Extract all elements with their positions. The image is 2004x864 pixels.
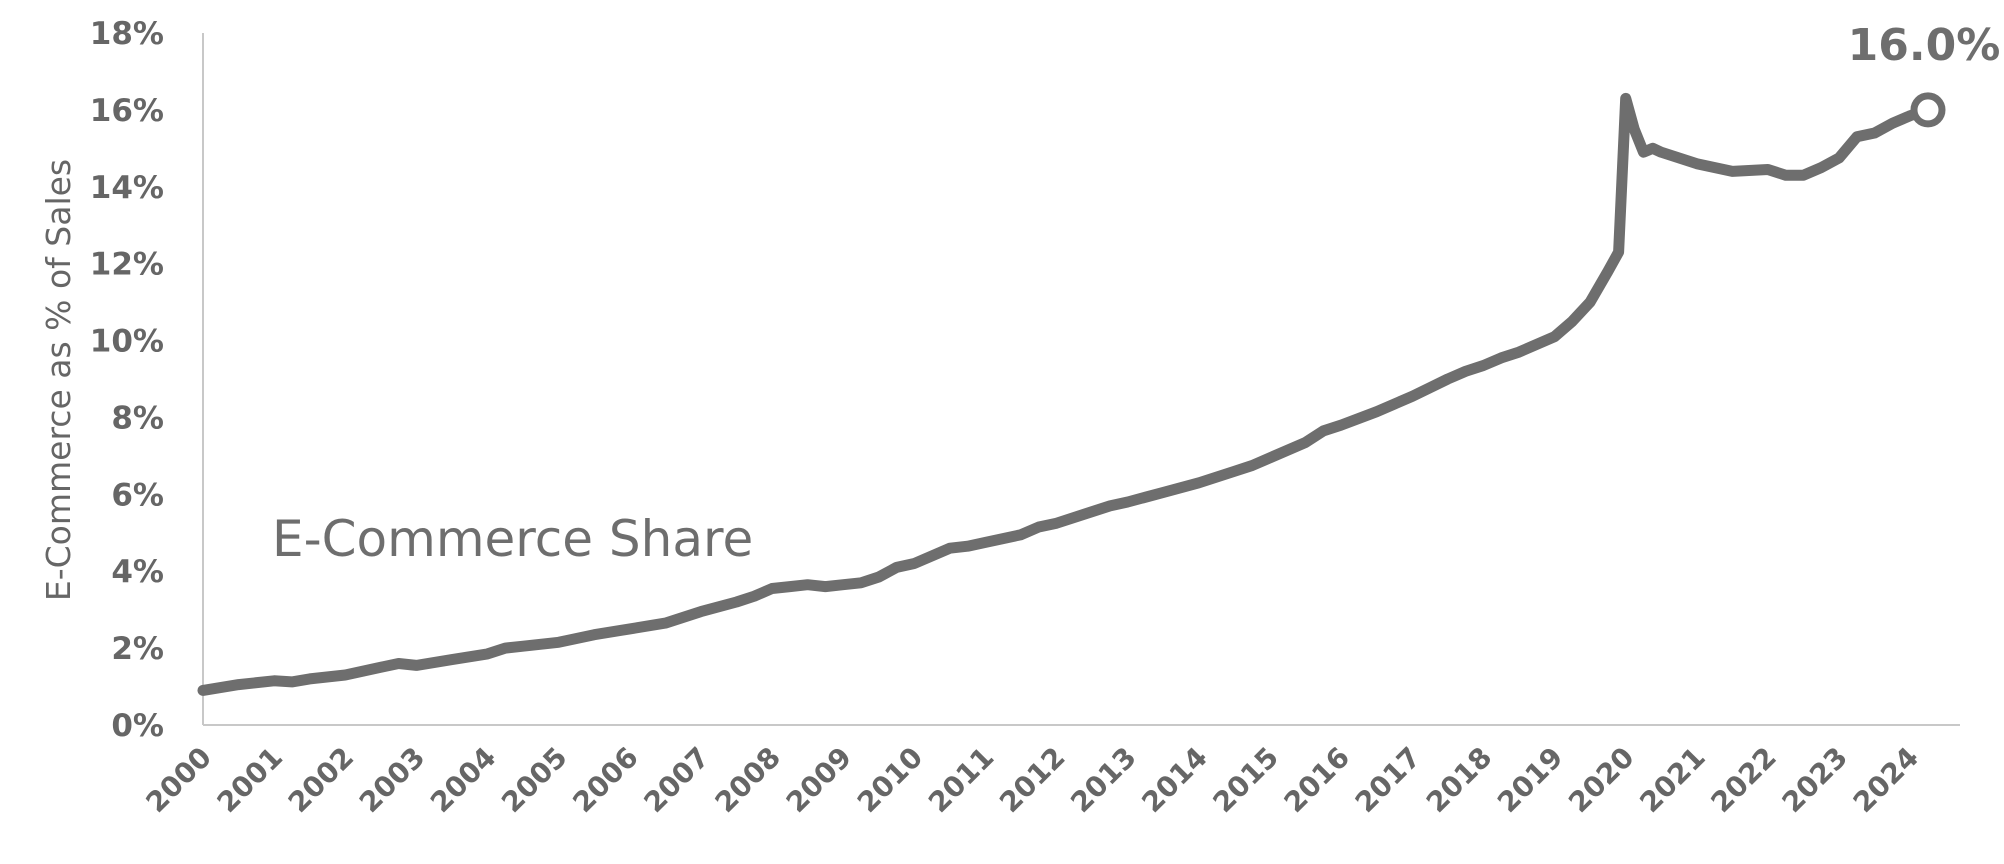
x-tick-label: 2008 xyxy=(709,741,787,819)
x-tick-label: 2012 xyxy=(993,741,1071,819)
x-tick-label: 2018 xyxy=(1420,741,1498,819)
y-tick-label: 12% xyxy=(90,247,164,283)
x-tick-label: 2023 xyxy=(1776,741,1854,819)
x-tick-label: 2013 xyxy=(1064,741,1142,819)
x-tick-label: 2001 xyxy=(211,741,289,819)
y-tick-label: 6% xyxy=(111,477,164,513)
x-axis-ticks: 2000200120022003200420052006200720082009… xyxy=(140,741,1926,819)
y-tick-label: 14% xyxy=(90,170,164,206)
y-axis-ticks: 0% 2% 4% 6% 8% 10% 12% 14% 16% 18% xyxy=(90,16,164,744)
x-tick-label: 2000 xyxy=(140,741,218,819)
y-tick-label: 18% xyxy=(90,16,164,52)
x-tick-label: 2004 xyxy=(424,741,502,819)
series-label: E-Commerce Share xyxy=(272,510,753,568)
y-tick-label: 0% xyxy=(111,708,164,744)
x-tick-label: 2021 xyxy=(1633,741,1711,819)
series-line-ecommerce-share xyxy=(197,92,1934,696)
y-tick-label: 16% xyxy=(90,93,164,129)
y-tick-label: 8% xyxy=(111,400,164,436)
x-tick-label: 2019 xyxy=(1491,741,1569,819)
x-tick-label: 2006 xyxy=(566,741,644,819)
end-value-label: 16.0% xyxy=(1848,20,2001,71)
x-tick-label: 2016 xyxy=(1278,741,1356,819)
x-tick-label: 2007 xyxy=(637,741,715,819)
y-tick-label: 10% xyxy=(90,324,164,360)
x-tick-label: 2002 xyxy=(282,741,360,819)
x-tick-label: 2020 xyxy=(1562,741,1640,819)
x-tick-label: 2022 xyxy=(1704,741,1782,819)
x-tick-label: 2015 xyxy=(1207,741,1285,819)
y-tick-label: 4% xyxy=(111,554,164,590)
end-point-marker xyxy=(1910,92,1946,128)
x-tick-label: 2009 xyxy=(780,741,858,819)
x-tick-label: 2014 xyxy=(1135,741,1213,819)
x-tick-label: 2017 xyxy=(1349,741,1427,819)
x-tick-label: 2005 xyxy=(495,741,573,819)
x-tick-label: 2011 xyxy=(922,741,1000,819)
y-tick-label: 2% xyxy=(111,631,164,667)
x-tick-label: 2010 xyxy=(851,741,929,819)
x-tick-label: 2003 xyxy=(353,741,431,819)
y-axis-title: E-Commerce as % of Sales xyxy=(39,159,78,601)
x-tick-label: 2024 xyxy=(1847,741,1925,819)
